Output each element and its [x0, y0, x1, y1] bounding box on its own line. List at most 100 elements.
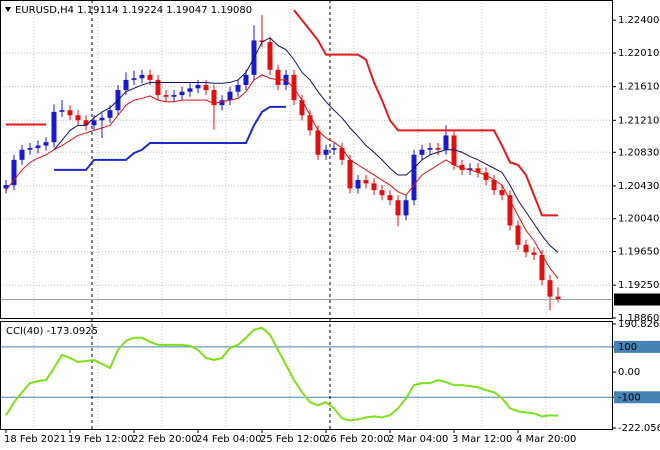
candle-body [371, 183, 377, 191]
candle-body [11, 159, 17, 186]
candle-body [339, 148, 345, 160]
candle-body [91, 120, 97, 126]
candle-body [515, 225, 521, 245]
candle-body [139, 74, 145, 79]
candle-body [147, 74, 153, 80]
candle-body [467, 168, 473, 170]
y-tick-label: 1.22010 [618, 48, 659, 59]
candle-body [387, 195, 393, 201]
candle-body [179, 91, 185, 96]
candle-body [499, 190, 505, 196]
candle-body [459, 164, 465, 170]
y-tick-label: 100 [618, 342, 637, 353]
chart-title: EURUSD,H4 1.19114 1.19224 1.19047 1.1908… [15, 5, 252, 16]
x-tick-label: 22 Feb 20:00 [132, 434, 198, 445]
cci-frame [0, 321, 613, 430]
candle-body [539, 254, 545, 281]
candle-body [475, 168, 481, 173]
indicator-line [53, 37, 559, 253]
candle-body [403, 200, 409, 216]
y-tick-label: 190.8262 [618, 319, 660, 330]
axes: 1.22400 1.22010 1.21610 1.21210 1.20830 1.204… [4, 15, 660, 445]
candle-body [299, 100, 305, 116]
y-tick-label: 1.20040 [618, 214, 659, 225]
x-tick-label: 4 Mar 20:00 [516, 434, 576, 445]
candle-body [307, 115, 313, 131]
candle-body [171, 95, 177, 97]
candle-body [443, 135, 449, 150]
candle-body [35, 145, 41, 149]
y-tick-label: 0.00 [618, 367, 640, 378]
candle-body [395, 200, 401, 216]
candle-body [107, 110, 113, 118]
candle-body [531, 252, 537, 255]
indicator-line [6, 9, 558, 217]
candle-body [219, 100, 225, 106]
candle-body [419, 149, 425, 155]
candle-body [195, 84, 201, 89]
candle-body [187, 88, 193, 92]
x-tick-label: 26 Feb 20:00 [324, 434, 390, 445]
y-tick-label: 1.21610 [618, 82, 659, 93]
candle-body [83, 120, 89, 126]
candle-body [243, 74, 249, 85]
candle-body [259, 40, 265, 43]
x-tick-label: 2 Mar 04:00 [388, 434, 448, 445]
candle-body [131, 78, 137, 80]
level-label-box [614, 340, 660, 353]
cci-title: CCI(40) -173.0925 [6, 326, 98, 337]
candle-body [523, 244, 529, 253]
candle-body [99, 117, 105, 121]
candle-body [347, 159, 353, 189]
y-tick-label: 1.19650 [618, 247, 659, 258]
candle-body [411, 154, 417, 201]
candle-body [323, 149, 329, 155]
candle-body [363, 180, 369, 184]
x-tick-label: 25 Feb 12:00 [260, 434, 326, 445]
candle-body [123, 79, 129, 91]
main-frame [0, 0, 613, 319]
level-label-box [614, 391, 660, 404]
candle-body [227, 91, 233, 101]
candle-body [51, 111, 57, 143]
candle-body [491, 180, 497, 191]
candle-body [67, 110, 73, 116]
candle-body [19, 149, 25, 160]
candle-body [507, 195, 513, 226]
x-tick-label: 18 Feb 2021 [4, 434, 66, 445]
panel-icon [5, 7, 11, 12]
candle-body [435, 148, 441, 150]
y-tick-label: -222.0562 [618, 423, 660, 434]
y-tick-label: 1.22400 [618, 15, 659, 26]
indicator-line [54, 105, 286, 171]
candle-body [267, 42, 273, 70]
candle-body [379, 190, 385, 196]
y-tick-label: 1.20430 [618, 181, 659, 192]
y-tick-label: -100 [618, 392, 641, 403]
candle-body [235, 84, 241, 92]
indicator-line [5, 74, 559, 279]
candle-body [555, 296, 561, 300]
candle-body [203, 84, 209, 91]
candle-body [43, 142, 49, 146]
x-tick-label: 19 Feb 12:00 [68, 434, 134, 445]
candle-body [547, 280, 553, 297]
y-tick-label: 1.20830 [618, 147, 659, 158]
candle-body [155, 79, 161, 96]
candle-body [3, 185, 9, 189]
cci-line [5, 326, 559, 422]
y-tick-label: 1.19250 [618, 280, 659, 291]
candle-body [315, 130, 321, 155]
plot [0, 9, 612, 422]
last-price-box [614, 293, 660, 306]
candle-body [427, 148, 433, 150]
candle-body [27, 148, 33, 150]
candle-body [483, 172, 489, 181]
y-tick-label: 1.21210 [618, 115, 659, 126]
candle-body [211, 90, 217, 106]
candle-body [331, 148, 337, 150]
candle-body [163, 95, 169, 97]
candle-body [355, 180, 361, 189]
x-tick-label: 3 Mar 12:00 [452, 434, 512, 445]
